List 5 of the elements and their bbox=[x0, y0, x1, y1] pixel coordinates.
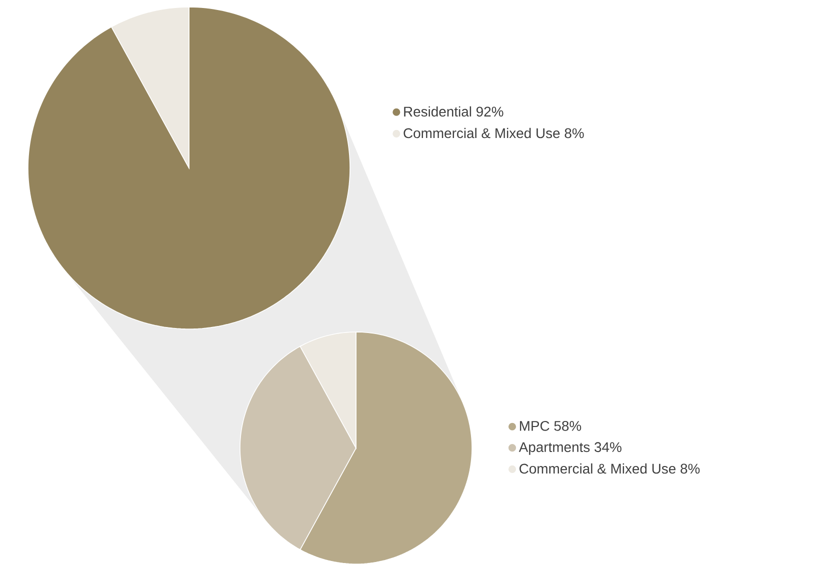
legend-label: Commercial & Mixed Use 8% bbox=[404, 128, 584, 138]
legend-label: MPC 58% bbox=[520, 420, 582, 431]
legend-label: Commercial & Mixed Use 8% bbox=[520, 463, 700, 474]
legend-label: Residential 92% bbox=[404, 106, 504, 117]
legend-label: Apartments 34% bbox=[518, 442, 622, 455]
